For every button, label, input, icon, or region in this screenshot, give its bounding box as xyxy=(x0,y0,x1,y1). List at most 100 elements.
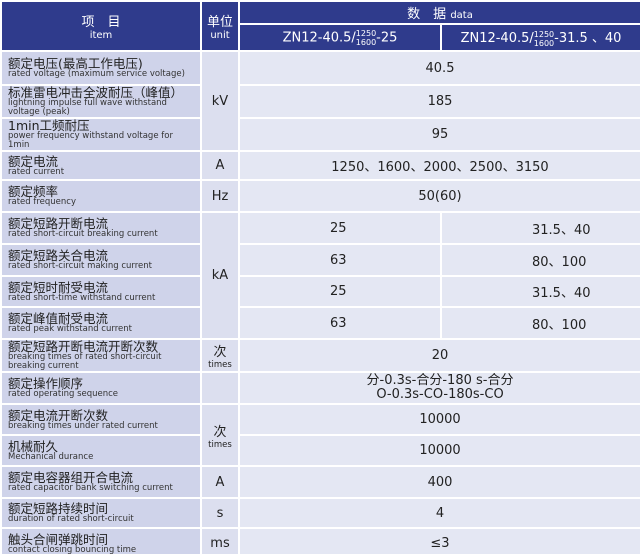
model-suffix: -31.5 、40 xyxy=(554,31,622,47)
row: 额定短路持续时间 duration of rated short-circuit s… xyxy=(0,497,640,529)
item-cell: 额定短路持续时间 duration of rated short-circuit xyxy=(0,497,202,529)
unit-en: times xyxy=(208,439,232,450)
item-cn: 额定频率 xyxy=(8,184,59,199)
item-en: item xyxy=(89,30,113,41)
item-cn: 额定峰值耐受电流 xyxy=(8,311,109,326)
item-cn: 额定短路持续时间 xyxy=(8,501,109,516)
unit-cell xyxy=(200,371,240,405)
item-en: Mechanical durance xyxy=(8,451,94,462)
item-cn: 额定电压(最高工作电压) xyxy=(8,56,143,71)
value-cell: 31.5、40 xyxy=(440,275,640,308)
unit-symbol: A xyxy=(215,158,225,173)
item-cell: 额定电流开断次数 breaking times under rated curre… xyxy=(0,403,202,436)
value-cell: 10000 xyxy=(238,403,640,436)
unit-cell: Hz xyxy=(200,179,240,213)
item-cell: 额定短路关合电流 rated short-circuit making curre… xyxy=(0,243,202,277)
value-cell: 40.5 xyxy=(238,50,640,86)
item-cn: 额定短路开断电流 xyxy=(8,216,109,231)
item-cn: 项 目 xyxy=(81,15,121,30)
item-cell: 标准雷电冲击全波耐压（峰值） lightning impulse full wav… xyxy=(0,84,202,119)
item-cn: 1min工频耐压 xyxy=(8,118,90,133)
item-cell: 额定电流 rated current xyxy=(0,150,202,181)
row: 额定频率 rated frequency Hz 50(60) xyxy=(0,179,640,213)
item-cell: 额定频率 rated frequency xyxy=(0,179,202,213)
model-row: ZN12-40.5/1250 1600 -25 ZN12-40.5/1250 1600… xyxy=(1,23,640,52)
value-cell: 4 xyxy=(238,497,640,529)
unit-cell: ms xyxy=(200,527,240,554)
row: 额定电压(最高工作电压) rated voltage (maximum servi… xyxy=(0,50,640,152)
fraction: 1250 1600 xyxy=(356,29,376,47)
item-cell: 机械耐久 Mechanical durance xyxy=(0,434,202,467)
unit-en: times xyxy=(208,360,232,370)
model-prefix: ZN12-40.5/ xyxy=(282,30,356,45)
row: 额定电容器组开合电流 rated capacitor bank switching… xyxy=(0,465,640,499)
item-cn: 额定电容器组开合电流 xyxy=(8,470,134,485)
row: 额定短时耐受电流 rated short-time withstand curre… xyxy=(0,275,640,308)
value-cell: 80、100 xyxy=(440,243,640,277)
item-en: rated frequency xyxy=(8,197,76,207)
value-cell: 31.5、40 xyxy=(440,211,640,245)
data-en: data xyxy=(450,10,473,21)
unit-symbol: ms xyxy=(210,536,230,551)
row: 额定短路开断电流开断次数 breaking times of rated shor… xyxy=(0,338,640,373)
value-cell: 25 xyxy=(238,211,442,245)
unit-cell: A xyxy=(200,465,240,499)
item-cn: 触头合闸弹跳时间 xyxy=(8,531,109,547)
item-en: breaking times of rated short-circuit br… xyxy=(8,352,162,371)
item-en: rated short-circuit making current xyxy=(8,261,152,271)
item-cn: 额定电流开断次数 xyxy=(8,407,109,423)
model-prefix: ZN12-40.5/ xyxy=(460,31,534,47)
row: 额定短路关合电流 rated short-circuit making curre… xyxy=(0,243,640,277)
item-cell: 额定短路开断电流开断次数 breaking times of rated shor… xyxy=(0,338,202,373)
item-cell: 额定峰值耐受电流 rated peak withstand current xyxy=(0,306,202,340)
model: ZN12-40.5/1250 1600 -31.5 、40 xyxy=(440,23,640,52)
value-cell: 185 xyxy=(238,84,640,119)
value-line: O-0.3s-CO-180s-CO xyxy=(376,387,504,402)
row: 触头合闸弹跳时间 contact closing bouncing time ms ≤… xyxy=(0,527,640,554)
row: 额定操作顺序 rated operating sequence 分-0.3s-合分-… xyxy=(0,371,640,405)
item-cn: 额定短路关合电流 xyxy=(8,248,109,263)
unit-header: 单位 unit xyxy=(200,0,240,52)
unit-en: unit xyxy=(210,30,230,41)
row: 额定电流 rated current A 1250、1600、2000、2500、31… xyxy=(0,150,640,181)
value-line: 分-0.3s-合分-180 s-合分 xyxy=(366,373,514,388)
item-en: breaking times under rated current xyxy=(8,420,158,431)
item-cn: 额定操作顺序 xyxy=(8,376,84,391)
value-cell: 80、100 xyxy=(440,306,640,340)
item-cell: 额定短时耐受电流 rated short-time withstand curre… xyxy=(0,275,202,308)
item-en: rated short-circuit breaking current xyxy=(8,229,158,239)
unit-symbol: Hz xyxy=(211,188,229,204)
unit-symbol: kV xyxy=(211,93,229,109)
value-cell: 63 xyxy=(238,243,442,277)
value-cell: 50(60) xyxy=(238,179,640,213)
row: 额定峰值耐受电流 rated peak withstand current 63 80… xyxy=(0,306,640,340)
value-cell: 95 xyxy=(238,117,640,152)
value-cell: 63 xyxy=(238,306,442,340)
unit-symbol: 次 xyxy=(213,424,227,440)
data-header: 数 据 data xyxy=(238,0,640,25)
item-en: rated operating sequence xyxy=(8,389,119,399)
model: ZN12-40.5/1250 1600 -25 xyxy=(238,23,442,52)
fraction: 1250 1600 xyxy=(534,30,554,48)
item-cn: 额定短路开断电流开断次数 xyxy=(8,339,159,354)
item-cell: 额定电容器组开合电流 rated capacitor bank switching… xyxy=(0,465,202,499)
unit-cell: A xyxy=(200,150,240,181)
header-row: 项 目 item 单位 unit 数 据 data xyxy=(0,0,640,52)
item-cn: 额定短时耐受电流 xyxy=(8,279,109,295)
row: 额定电流开断次数 breaking times under rated curre… xyxy=(0,403,640,467)
unit-symbol: s xyxy=(216,505,224,521)
item-en: lightning impulse full wave withstand vo… xyxy=(8,98,167,117)
num: 1250 xyxy=(533,29,555,39)
data-cn: 数 据 xyxy=(407,7,447,22)
unit-symbol: A xyxy=(215,474,225,490)
value-cell: 分-0.3s-合分-180 s-合分 O-0.3s-CO-180s-CO xyxy=(238,371,640,405)
item-cell: 额定操作顺序 rated operating sequence xyxy=(0,371,202,405)
item-cn: 标准雷电冲击全波耐压（峰值） xyxy=(8,85,184,100)
den: 1600 xyxy=(533,38,555,48)
item-cell: 触头合闸弹跳时间 contact closing bouncing time xyxy=(0,527,202,554)
value-cell: 25 xyxy=(238,275,442,308)
item-en: rated current xyxy=(8,166,65,177)
unit-symbol: kA xyxy=(211,268,229,283)
